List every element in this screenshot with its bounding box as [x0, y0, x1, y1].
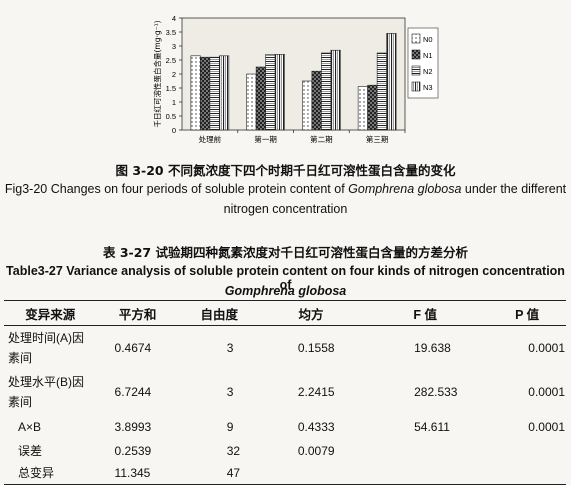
- cell-p: [488, 462, 566, 485]
- bar: [255, 66, 266, 131]
- bar: [311, 70, 322, 131]
- bar: [302, 80, 313, 131]
- cell-source: 总变异: [4, 462, 97, 485]
- bar: [265, 54, 276, 131]
- bar: [367, 84, 378, 131]
- cell-p: 0.0001: [528, 385, 565, 399]
- x-tick-label: 第一期: [254, 134, 277, 144]
- header-mean-square: 均方: [259, 300, 363, 326]
- header-source: 变异来源: [4, 300, 97, 326]
- figure-caption-en-line1: Fig3-20 Changes on four periods of solub…: [4, 182, 567, 196]
- cell-ss: 0.2539: [114, 444, 152, 458]
- bar: [219, 55, 230, 131]
- cell-p: [488, 440, 566, 462]
- cell-ss: 0.4674: [114, 341, 152, 355]
- cell-f: 282.533: [414, 385, 458, 399]
- cell-ss: 3.8993: [114, 420, 152, 434]
- cell-source: A×B: [18, 420, 42, 434]
- cell-f: [362, 440, 488, 462]
- bar: [321, 52, 332, 131]
- header-df: 自由度: [178, 300, 260, 326]
- legend-label: N3: [423, 83, 433, 92]
- table-row: 处理时间(A)因素间 0.4674 3 0.1558 19.638 0.0001: [4, 326, 566, 371]
- cell-df: 3: [226, 341, 234, 355]
- legend-swatch: [411, 81, 421, 92]
- y-tick-label: 2.5: [166, 56, 176, 65]
- bar: [274, 54, 285, 131]
- bar-chart: 0 0.5 1 1.5 2 2.5 3 3.5 4 千日红可溶性蛋白含量(mg·g⁻¹) 处理前 第一…: [152, 14, 439, 144]
- bar: [209, 56, 220, 131]
- cell-ss: 6.7244: [114, 385, 152, 399]
- table-row: 处理水平(B)因素间 6.7244 3 2.2415 282.533 0.000…: [4, 370, 566, 414]
- figure-caption-en-line2: nitrogen concentration: [223, 202, 348, 216]
- cell-ms: 0.4333: [297, 420, 335, 434]
- bar: [246, 73, 257, 131]
- y-tick-label: 2: [172, 70, 176, 79]
- bar: [330, 49, 341, 131]
- cell-f: 54.611: [414, 420, 450, 434]
- table-row: A×B 3.8993 9 0.4333 54.611 0.0001: [4, 414, 566, 440]
- y-tick-label: 3: [172, 42, 176, 51]
- cell-df: 9: [226, 420, 234, 434]
- figure-caption-cn: 图 3-20 不同氮浓度下四个时期千日红可溶性蛋白含量的变化: [115, 163, 456, 178]
- figure-3-20-chart: 0 0.5 1 1.5 2 2.5 3 3.5 4 千日红可溶性蛋白含量(mg·g⁻¹) 处理前 第一…: [150, 4, 440, 152]
- legend-label: N2: [423, 67, 433, 76]
- cell-ss: 11.345: [96, 462, 179, 485]
- x-tick-label: 第二期: [310, 134, 333, 144]
- bar: [357, 86, 368, 131]
- bar: [386, 33, 397, 131]
- cell-ms: 0.1558: [297, 341, 335, 355]
- header-p-value: P 值: [488, 300, 566, 326]
- table-header-row: 变异来源 平方和 自由度 均方 F 值 P 值: [4, 300, 566, 326]
- legend-swatch: [411, 49, 421, 60]
- y-tick-label: 1: [172, 98, 176, 107]
- bar: [190, 55, 201, 131]
- legend-label: N0: [423, 35, 433, 44]
- x-tick-label: 处理前: [199, 134, 222, 144]
- anova-table: 变异来源 平方和 自由度 均方 F 值 P 值 处理时间(A)因素间 0.467…: [4, 300, 566, 485]
- table-caption-en-line1: Table3-27 Variance analysis of soluble p…: [6, 264, 565, 292]
- legend-swatch: [411, 65, 421, 76]
- header-sum-of-squares: 平方和: [96, 300, 179, 326]
- y-tick-label: 1.5: [166, 84, 176, 93]
- cell-source: 处理水平(B)因素间: [8, 375, 84, 409]
- cell-df: 3: [226, 385, 234, 399]
- cell-f: 19.638: [414, 341, 451, 355]
- cell-ms: 0.0079: [297, 444, 335, 458]
- cell-df: 47: [178, 462, 260, 485]
- cell-source: 处理时间(A)因素间: [8, 331, 84, 365]
- y-tick-label: 3.5: [166, 28, 176, 37]
- table-caption-cn: 表 3-27 试验期四种氮素浓度对千日红可溶性蛋白含量的方差分析: [103, 245, 468, 260]
- cell-p: 0.0001: [528, 420, 565, 434]
- cell-ms: 2.2415: [297, 385, 335, 399]
- cell-df: 32: [226, 444, 241, 458]
- table-row: 总变异 11.345 47: [4, 462, 566, 485]
- table-caption-en-line2: Gomphrena globosa: [224, 284, 347, 298]
- x-tick-label: 第三期: [366, 134, 389, 144]
- legend-label: N1: [423, 51, 433, 60]
- cell-source: 误差: [18, 444, 43, 458]
- bar: [200, 56, 211, 131]
- header-f-value: F 值: [362, 300, 489, 326]
- legend-swatch: [411, 33, 421, 44]
- y-axis-label: 千日红可溶性蛋白含量(mg·g⁻¹): [152, 20, 162, 127]
- cell-ms: [259, 462, 363, 485]
- bar: [376, 52, 387, 131]
- cell-p: 0.0001: [528, 341, 565, 355]
- table-row: 误差 0.2539 32 0.0079: [4, 440, 566, 462]
- y-tick-label: 0: [172, 126, 176, 135]
- y-tick-label: 0.5: [166, 112, 176, 121]
- cell-f: [362, 462, 489, 485]
- y-tick-label: 4: [172, 14, 176, 23]
